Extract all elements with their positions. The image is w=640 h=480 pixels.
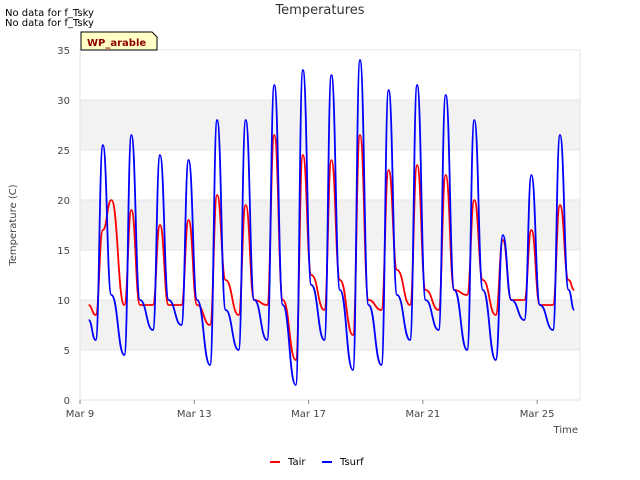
series-group — [88, 59, 576, 386]
plot-area-frame — [79, 49, 581, 401]
chart-title: Temperatures — [274, 3, 364, 18]
no-data-note-2: No data for f_Tsky — [5, 18, 94, 29]
x-tick-label: Mar 21 — [405, 409, 440, 420]
site-badge-box — [80, 31, 158, 51]
x-tick-label: Mar 13 — [177, 409, 212, 420]
legend-label-tsurf: Tsurf — [339, 457, 364, 468]
no-data-note-1: No data for f_Tsky — [5, 8, 94, 19]
x-tick-label: Mar 25 — [520, 409, 555, 420]
x-tick-label: Mar 17 — [291, 409, 326, 420]
site-badge: WP_arable — [80, 31, 158, 51]
series-line-tair — [88, 134, 575, 361]
y-tick-label: 15 — [57, 246, 70, 257]
x-axis-label: Time — [553, 425, 578, 436]
y-tick-label: 25 — [57, 146, 70, 157]
y-axis-label: Temperature (C) — [8, 184, 19, 266]
x-tick-labels: Mar 9 Mar 13 Mar 17 Mar 21 Mar 25 — [66, 400, 555, 420]
y-tick-label: 0 — [64, 396, 70, 407]
legend: Tair Tsurf — [270, 457, 364, 468]
x-tick-label: Mar 9 — [66, 409, 94, 420]
y-tick-label: 10 — [57, 296, 70, 307]
legend-label-tair: Tair — [287, 457, 306, 468]
y-tick-label: 20 — [57, 196, 70, 207]
site-badge-label: WP_arable — [87, 38, 146, 49]
series-line-tsurf — [88, 59, 576, 386]
y-tick-labels: 0 5 10 15 20 25 30 35 — [57, 46, 70, 407]
y-tick-label: 30 — [57, 96, 70, 107]
y-tick-label: 35 — [57, 46, 70, 57]
y-tick-label: 5 — [64, 346, 70, 357]
